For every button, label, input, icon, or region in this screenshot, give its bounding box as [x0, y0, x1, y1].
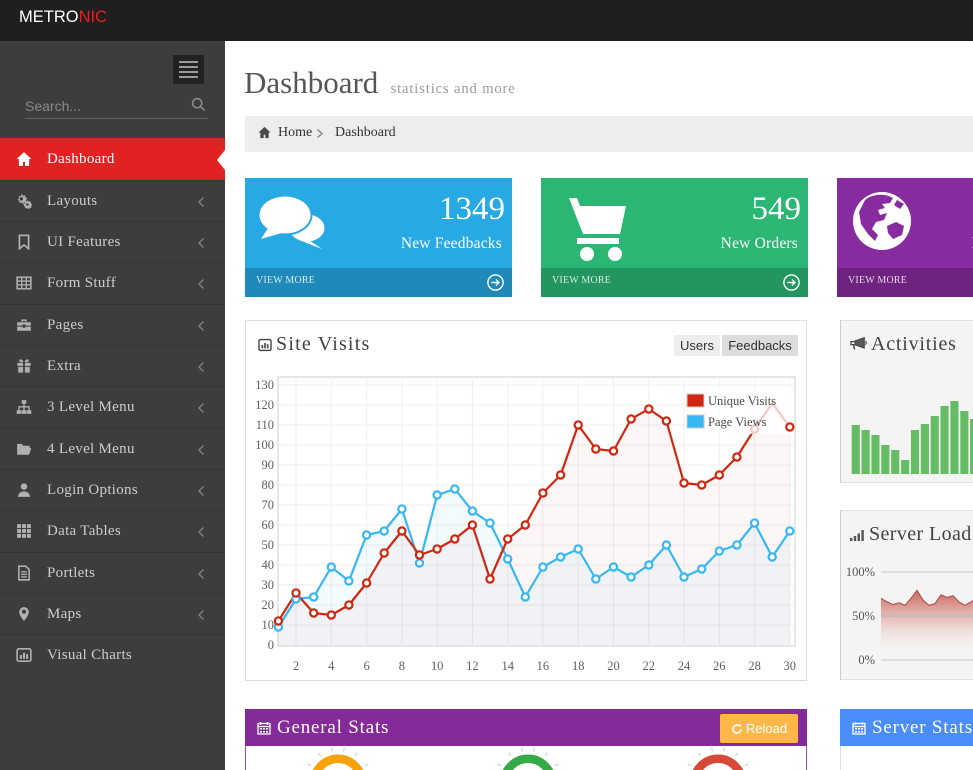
svg-text:6: 6	[363, 659, 369, 673]
svg-text:50%: 50%	[852, 609, 875, 623]
svg-text:10: 10	[431, 659, 444, 673]
svg-text:50: 50	[262, 538, 275, 552]
svg-text:Page Views: Page Views	[708, 415, 767, 429]
svg-text:4: 4	[328, 659, 335, 673]
svg-text:80: 80	[262, 478, 275, 492]
svg-text:24: 24	[678, 659, 691, 673]
svg-text:120: 120	[255, 398, 274, 412]
svg-text:26: 26	[713, 659, 726, 673]
svg-text:90: 90	[262, 458, 275, 472]
svg-text:2: 2	[293, 659, 299, 673]
svg-text:30: 30	[262, 578, 275, 592]
svg-text:0: 0	[268, 638, 274, 652]
svg-text:60: 60	[262, 518, 275, 532]
svg-text:130: 130	[255, 378, 274, 392]
svg-text:0%: 0%	[858, 653, 875, 667]
svg-text:20: 20	[607, 659, 620, 673]
svg-text:70: 70	[262, 498, 275, 512]
svg-text:12: 12	[466, 659, 479, 673]
svg-text:14: 14	[501, 659, 514, 673]
svg-text:30: 30	[784, 659, 797, 673]
svg-text:8: 8	[399, 659, 405, 673]
svg-text:100%: 100%	[846, 565, 875, 579]
svg-text:Unique Visits: Unique Visits	[708, 394, 776, 408]
svg-text:18: 18	[572, 659, 585, 673]
svg-text:16: 16	[537, 659, 550, 673]
svg-text:110: 110	[256, 418, 274, 432]
svg-text:40: 40	[262, 558, 275, 572]
svg-text:22: 22	[643, 659, 656, 673]
svg-text:100: 100	[255, 438, 274, 452]
svg-text:10: 10	[262, 618, 275, 632]
svg-text:28: 28	[748, 659, 761, 673]
svg-text:20: 20	[262, 598, 275, 612]
